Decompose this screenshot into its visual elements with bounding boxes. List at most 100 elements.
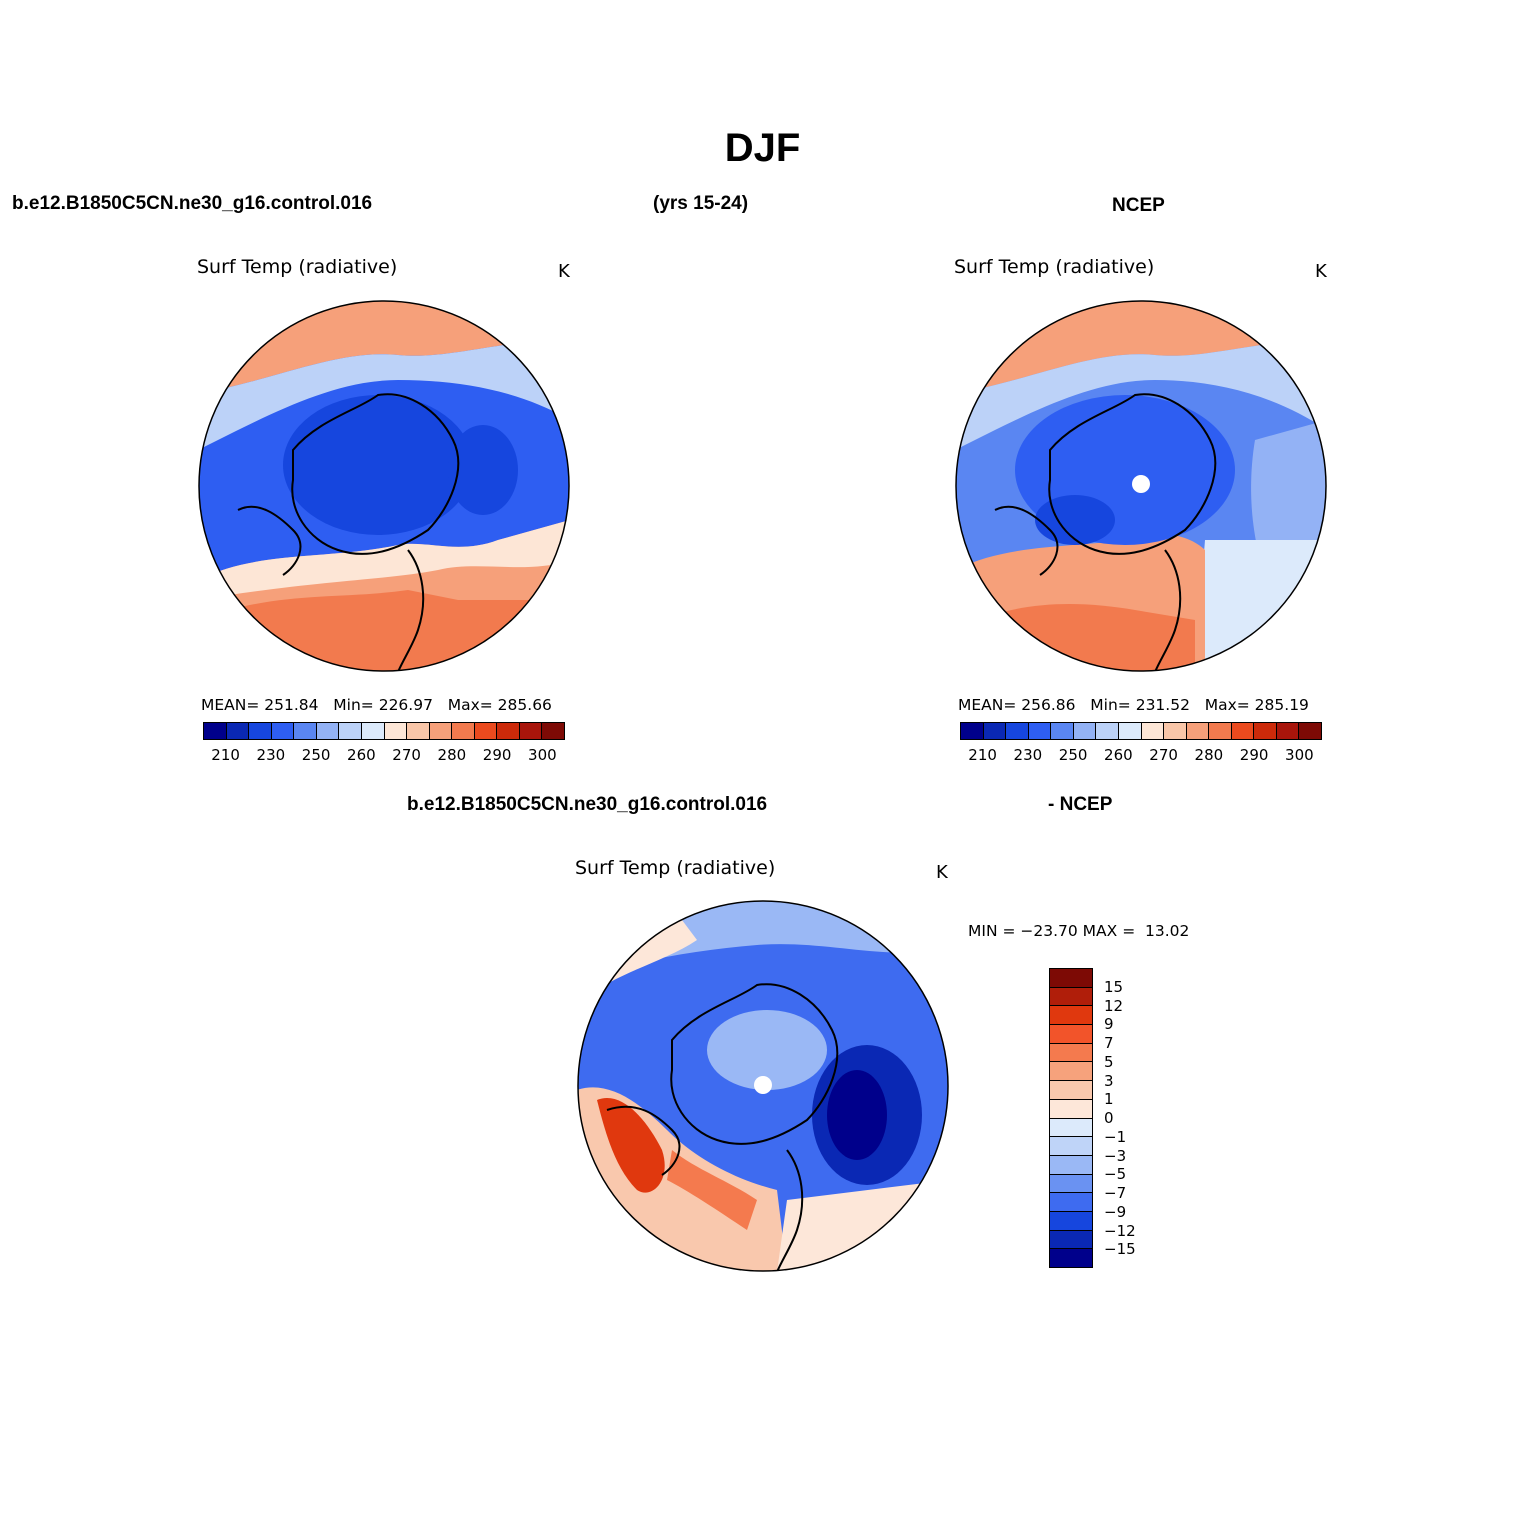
colorbar-tick-label: −9 xyxy=(1104,1202,1127,1221)
model-panel-units: K xyxy=(558,261,570,282)
colorbar-tick-label: 280 xyxy=(437,746,467,764)
colorbar-tick-label: 250 xyxy=(1058,746,1088,764)
obs-panel-units: K xyxy=(1315,261,1327,282)
colorbar-swatch xyxy=(1050,1193,1092,1212)
colorbar-tick-label: 7 xyxy=(1104,1034,1114,1052)
colorbar-swatch xyxy=(1050,1025,1092,1044)
colorbar-swatch xyxy=(407,723,430,739)
colorbar-tick-label: 210 xyxy=(968,746,997,764)
model-colorbar xyxy=(203,722,565,740)
colorbar-swatch xyxy=(542,723,564,739)
colorbar-swatch xyxy=(474,723,498,739)
map-cold-canada xyxy=(1035,495,1115,545)
diff-panel-units: K xyxy=(936,862,948,883)
model-panel-subtitle: Surf Temp (radiative) xyxy=(197,256,398,278)
colorbar-swatch xyxy=(1050,1249,1092,1267)
colorbar-tick-label: 270 xyxy=(1149,746,1178,764)
colorbar-tick-label: 260 xyxy=(1104,746,1133,764)
map-coastline xyxy=(291,393,460,555)
colorbar-swatch xyxy=(1050,1137,1092,1156)
colorbar-swatch xyxy=(361,723,385,739)
map-boundary xyxy=(955,300,1327,672)
colorbar-tick-label: 12 xyxy=(1104,996,1124,1015)
colorbar-tick-label: −7 xyxy=(1104,1184,1127,1202)
colorbar-tick-label: 230 xyxy=(1013,746,1043,764)
map-cool-band xyxy=(199,340,569,450)
colorbar-swatch xyxy=(1050,1062,1092,1082)
colorbar-tick-label: 5 xyxy=(1104,1052,1114,1071)
figure-title: DJF xyxy=(724,126,801,170)
colorbar-swatch xyxy=(429,723,453,739)
map-coastline xyxy=(776,1149,804,1271)
colorbar-swatch xyxy=(1050,1118,1092,1138)
colorbar-tick-label: 230 xyxy=(256,746,286,764)
colorbar-swatch xyxy=(249,723,272,739)
map-warm-band xyxy=(667,1150,757,1230)
colorbar-swatch xyxy=(1209,723,1232,739)
colorbar-swatch xyxy=(1051,723,1074,739)
map-coastline xyxy=(606,1105,681,1176)
model-polar-map xyxy=(198,300,570,672)
years-header: (yrs 15-24) xyxy=(653,193,749,214)
obs-panel-subtitle: Surf Temp (radiative) xyxy=(954,256,1155,278)
colorbar-swatch xyxy=(1141,723,1165,739)
map-coastline xyxy=(1154,549,1182,671)
colorbar-tick-label: −5 xyxy=(1104,1165,1127,1184)
map-coastline xyxy=(397,549,425,671)
colorbar-swatch xyxy=(1050,1230,1092,1250)
colorbar-tick-label: −12 xyxy=(1104,1221,1136,1240)
obs-colorbar-ticks: 210 230 250 260 270 280 290 300 xyxy=(960,746,1322,766)
diff-colorbar-ticks: 15 12 9 7 5 3 1 0 −1 −3 −5 −7 −9 −12 −15 xyxy=(1100,968,1160,1268)
map-transition-south xyxy=(199,520,569,600)
colorbar-swatch xyxy=(1254,723,1277,739)
obs-colorbar xyxy=(960,722,1322,740)
colorbar-tick-label: 9 xyxy=(1104,1015,1114,1034)
colorbar-swatch xyxy=(983,723,1007,739)
colorbar-swatch xyxy=(1050,1174,1092,1194)
colorbar-swatch xyxy=(1050,1155,1092,1175)
colorbar-swatch xyxy=(316,723,340,739)
colorbar-tick-label: 280 xyxy=(1194,746,1224,764)
colorbar-swatch xyxy=(384,723,408,739)
colorbar-tick-label: 270 xyxy=(392,746,421,764)
colorbar-swatch xyxy=(271,723,295,739)
map-coastline xyxy=(1048,393,1217,555)
colorbar-swatch xyxy=(1050,1043,1092,1063)
map-boundary xyxy=(198,300,570,672)
map-coastline xyxy=(670,983,839,1145)
colorbar-swatch xyxy=(204,723,227,739)
colorbar-swatch xyxy=(1050,969,1092,988)
pole-missing-marker xyxy=(754,1076,772,1094)
model-panel-stats: MEAN= 251.84 Min= 226.97 Max= 285.66 xyxy=(201,696,552,714)
colorbar-tick-label: 260 xyxy=(347,746,376,764)
diff-panel-stats: MIN = −23.70 MAX = 13.02 xyxy=(968,922,1190,940)
obs-polar-map xyxy=(955,300,1327,672)
colorbar-swatch xyxy=(1050,1081,1092,1100)
colorbar-swatch xyxy=(1096,723,1119,739)
map-cold-core xyxy=(283,395,473,535)
colorbar-swatch xyxy=(519,723,543,739)
colorbar-swatch xyxy=(961,723,984,739)
colorbar-tick-label: −15 xyxy=(1104,1240,1136,1259)
colorbar-tick-label: 0 xyxy=(1104,1109,1114,1127)
diff-case-header: b.e12.B1850C5CN.ne30_g16.control.016 xyxy=(407,794,768,815)
colorbar-swatch xyxy=(1231,723,1255,739)
colorbar-tick-label: 300 xyxy=(528,746,557,764)
colorbar-tick-label: −3 xyxy=(1104,1146,1127,1165)
colorbar-tick-label: −1 xyxy=(1104,1127,1127,1146)
colorbar-tick-label: 290 xyxy=(1239,746,1269,764)
model-colorbar-ticks: 210 230 250 260 270 280 290 300 xyxy=(203,746,565,766)
colorbar-swatch xyxy=(1050,1006,1092,1026)
colorbar-tick-label: 210 xyxy=(211,746,240,764)
colorbar-swatch xyxy=(1006,723,1029,739)
colorbar-swatch xyxy=(1299,723,1321,739)
diff-panel-subtitle: Surf Temp (radiative) xyxy=(575,857,776,879)
map-boundary xyxy=(577,900,949,1272)
map-coastline xyxy=(237,505,302,576)
map-cold-east xyxy=(448,425,518,515)
obs-name-header: NCEP xyxy=(1112,195,1165,216)
colorbar-swatch xyxy=(1050,987,1092,1007)
map-cool-band xyxy=(956,340,1326,450)
map-pale-center xyxy=(707,1010,827,1090)
diff-colorbar xyxy=(1049,968,1093,1268)
